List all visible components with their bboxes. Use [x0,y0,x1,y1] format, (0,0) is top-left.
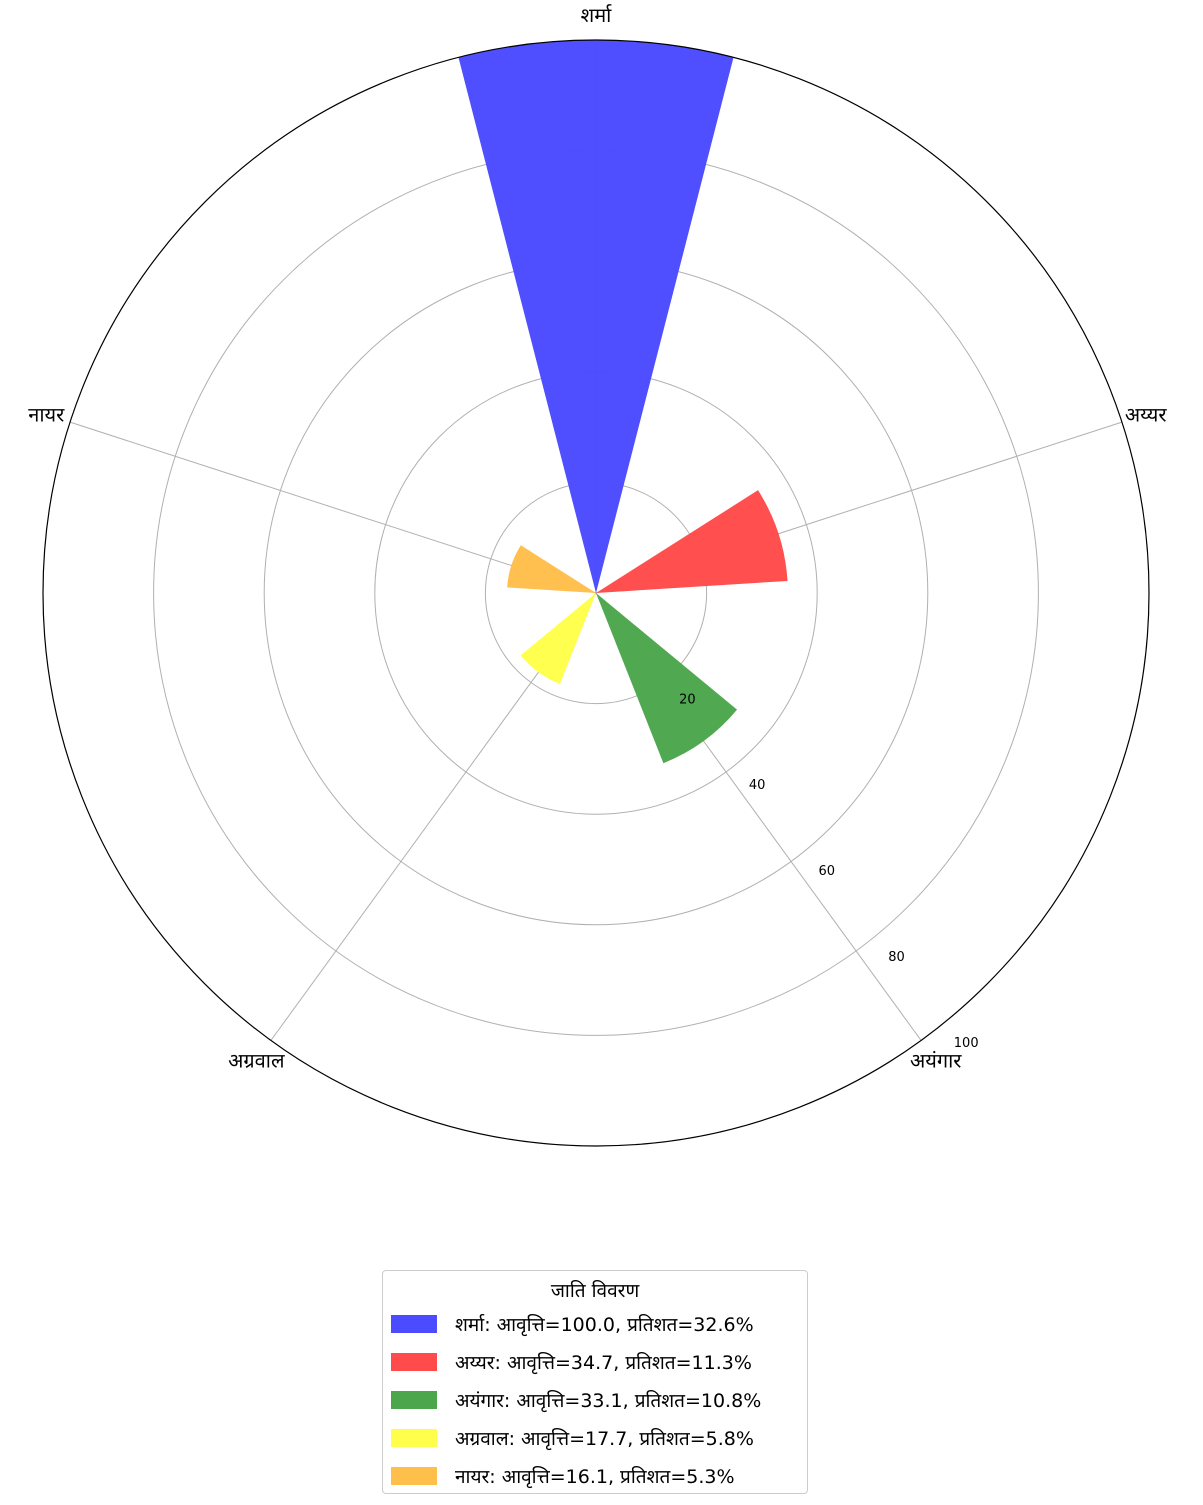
category-label: अग्रवाल [228,1049,285,1073]
wedge-bar [596,490,788,593]
legend: जाति विवरण शर्मा: आवृत्ति=100.0, प्रतिशत… [382,1270,808,1494]
category-label: अय्यर [1125,402,1167,426]
legend-label: नायर: आवृत्ति=16.1, प्रतिशत=5.3% [455,1466,735,1488]
legend-item: नायर: आवृत्ति=16.1, प्रतिशत=5.3% [391,1459,735,1493]
legend-label: शर्मा: आवृत्ति=100.0, प्रतिशत=32.6% [455,1314,754,1336]
legend-swatch [391,1315,437,1333]
category-label: शर्मा [581,3,613,27]
legend-item: अय्यर: आवृत्ति=34.7, प्रतिशत=11.3% [391,1345,752,1379]
legend-label: अयंगार: आवृत्ति=33.1, प्रतिशत=10.8% [455,1390,762,1412]
angular-gridline [69,421,597,594]
radial-tick-label: 20 [679,692,696,707]
legend-item: शर्मा: आवृत्ति=100.0, प्रतिशत=32.6% [391,1307,754,1341]
wedge-bar [458,39,734,594]
polar-plot: 20 40 60 80 100 शर्मा अय्यर अयंगार अग्रवाल नायर [28,3,1167,1147]
wedge-bar [596,593,738,764]
legend-title: जाति विवरण [550,1280,640,1302]
category-label: नायर [28,402,65,426]
legend-swatch [391,1429,437,1447]
wedge-bar [520,593,596,685]
radial-tick-label: 60 [819,864,836,879]
radial-tick-label: 40 [749,778,766,793]
legend-item: अग्रवाल: आवृत्ति=17.7, प्रतिशत=5.8% [391,1421,754,1455]
legend-swatch [391,1353,437,1371]
wedge-bar [507,545,596,593]
legend-label: अय्यर: आवृत्ति=34.7, प्रतिशत=11.3% [455,1352,752,1374]
polar-frame [42,39,1150,1147]
legend-swatch [391,1467,437,1485]
radial-tick-label: 80 [888,950,905,965]
legend-label: अग्रवाल: आवृत्ति=17.7, प्रतिशत=5.8% [455,1428,754,1450]
legend-swatch [391,1391,437,1409]
legend-item: अयंगार: आवृत्ति=33.1, प्रतिशत=10.8% [391,1383,761,1417]
category-label: अयंगार [910,1049,962,1073]
radial-tick-label: 100 [954,1036,979,1051]
